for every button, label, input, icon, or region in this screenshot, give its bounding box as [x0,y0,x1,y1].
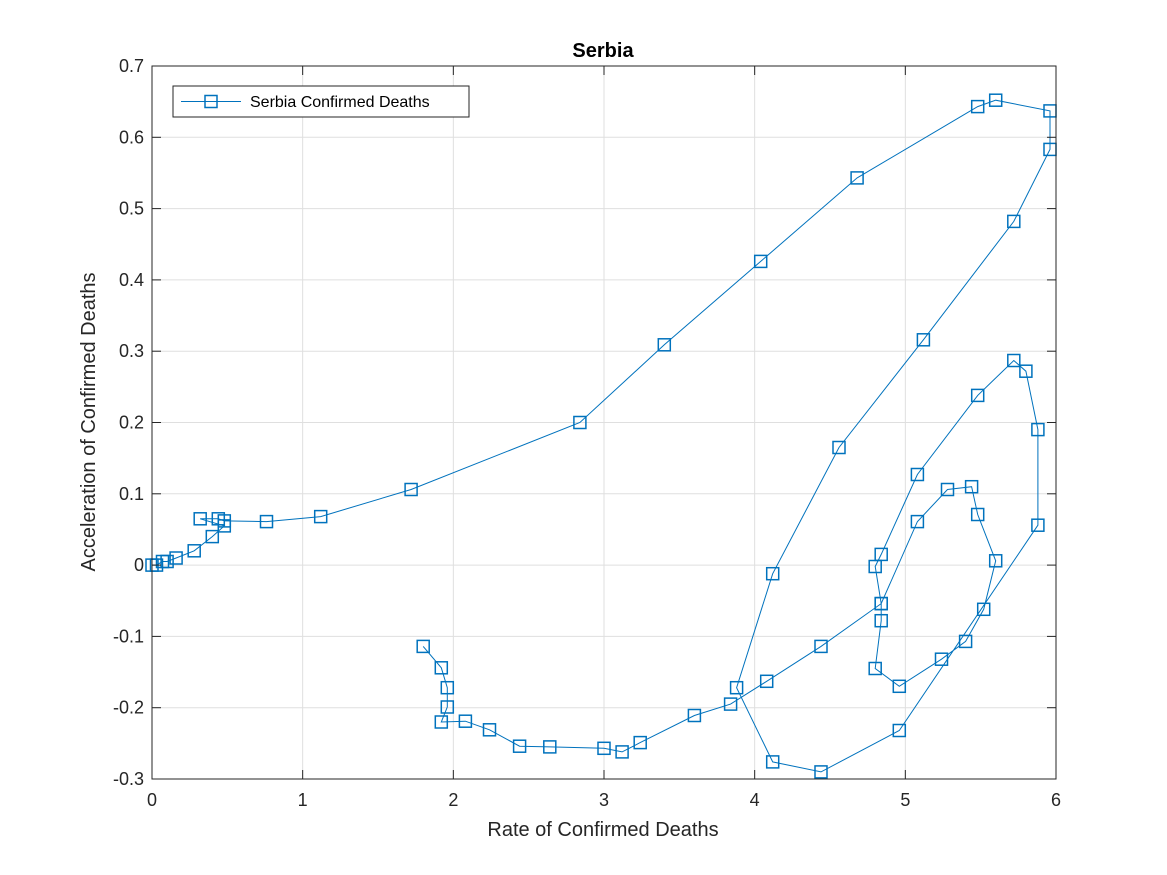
data-point [753,254,768,269]
data-point [729,680,744,695]
data-point [657,338,672,352]
data-point [169,551,183,565]
data-point [970,99,985,114]
y-tick-label: 0 [134,555,144,575]
data-point [687,708,702,723]
data-point [217,514,232,528]
data-point [970,507,985,522]
y-tick-labels: -0.3 -0.2 -0.1 0 0.1 0.2 0.3 0.4 0.5 0.6 0.7 [113,56,144,789]
y-axis-label: Acceleration of Confirmed Deaths [78,272,100,571]
y-tick-label: 0.1 [119,484,144,504]
y-tick-label: -0.1 [113,626,144,646]
data-point [434,661,449,675]
data-point [976,602,991,617]
data-point [964,479,979,494]
data-point [187,544,201,558]
data-point [910,514,925,529]
data-point [723,697,738,711]
data-point [482,723,497,737]
data-point [434,715,449,729]
markers [145,93,1057,779]
data-point [205,529,220,544]
data-point [970,388,985,403]
data-point [259,514,274,529]
data-point [765,755,780,769]
chart-title: Serbia [572,40,634,62]
x-tick-label: 1 [298,790,308,810]
data-point [832,440,846,455]
data-point [988,554,1003,568]
x-tick-label: 5 [900,790,910,810]
y-tick-label: -0.2 [113,698,144,718]
x-tick-label: 0 [147,790,157,810]
data-point [1019,364,1033,378]
data-point [597,741,611,756]
x-tick-label: 2 [448,790,458,810]
data-point [512,739,527,753]
series-serbia-confirmed-deaths [145,93,1057,779]
y-tick-label: 0.4 [119,270,144,290]
data-point [160,554,174,569]
data-point [633,735,647,750]
data-point [765,566,780,581]
data-point [543,740,557,754]
x-tick-labels: 0 1 2 3 4 5 6 [147,790,1061,810]
data-point [850,171,864,185]
x-tick-label: 3 [599,790,609,810]
data-point [868,559,882,574]
data-point [573,415,587,430]
data-point [193,512,207,526]
y-tick-label: 0.5 [119,199,144,219]
data-point [458,714,473,728]
legend-marker-icon [204,94,218,109]
data-point [1031,518,1045,532]
data-point [404,482,418,497]
data-point [814,639,828,654]
data-point [940,482,955,497]
data-point [416,639,430,654]
y-tick-label: 0.3 [119,341,144,361]
series-line [152,99,1051,773]
data-point [916,333,931,347]
data-point [874,596,888,611]
data-point [868,661,882,676]
data-point [313,509,328,524]
legend-label: Serbia Confirmed Deaths [250,94,430,111]
x-axis-label: Rate of Confirmed Deaths [487,819,718,841]
data-point [440,680,455,695]
data-point [1007,214,1021,229]
y-tick-label: -0.3 [113,769,144,789]
legend: Serbia Confirmed Deaths [172,85,470,118]
data-point [440,700,455,714]
data-point [988,93,1003,107]
data-point [1007,353,1021,368]
data-point [934,652,949,666]
data-point [814,765,828,779]
data-point [759,674,774,689]
y-tick-label: 0.7 [119,56,144,76]
y-tick-label: 0.2 [119,413,144,433]
data-point [892,679,907,694]
y-tick-label: 0.6 [119,127,144,147]
data-point [910,467,925,482]
data-point [615,745,629,759]
x-tick-label: 6 [1051,790,1061,810]
data-point [958,634,973,649]
axis-ticks [151,65,1057,780]
data-point [1031,422,1045,437]
data-point [892,723,907,738]
data-point [874,613,888,628]
x-tick-label: 4 [750,790,760,810]
